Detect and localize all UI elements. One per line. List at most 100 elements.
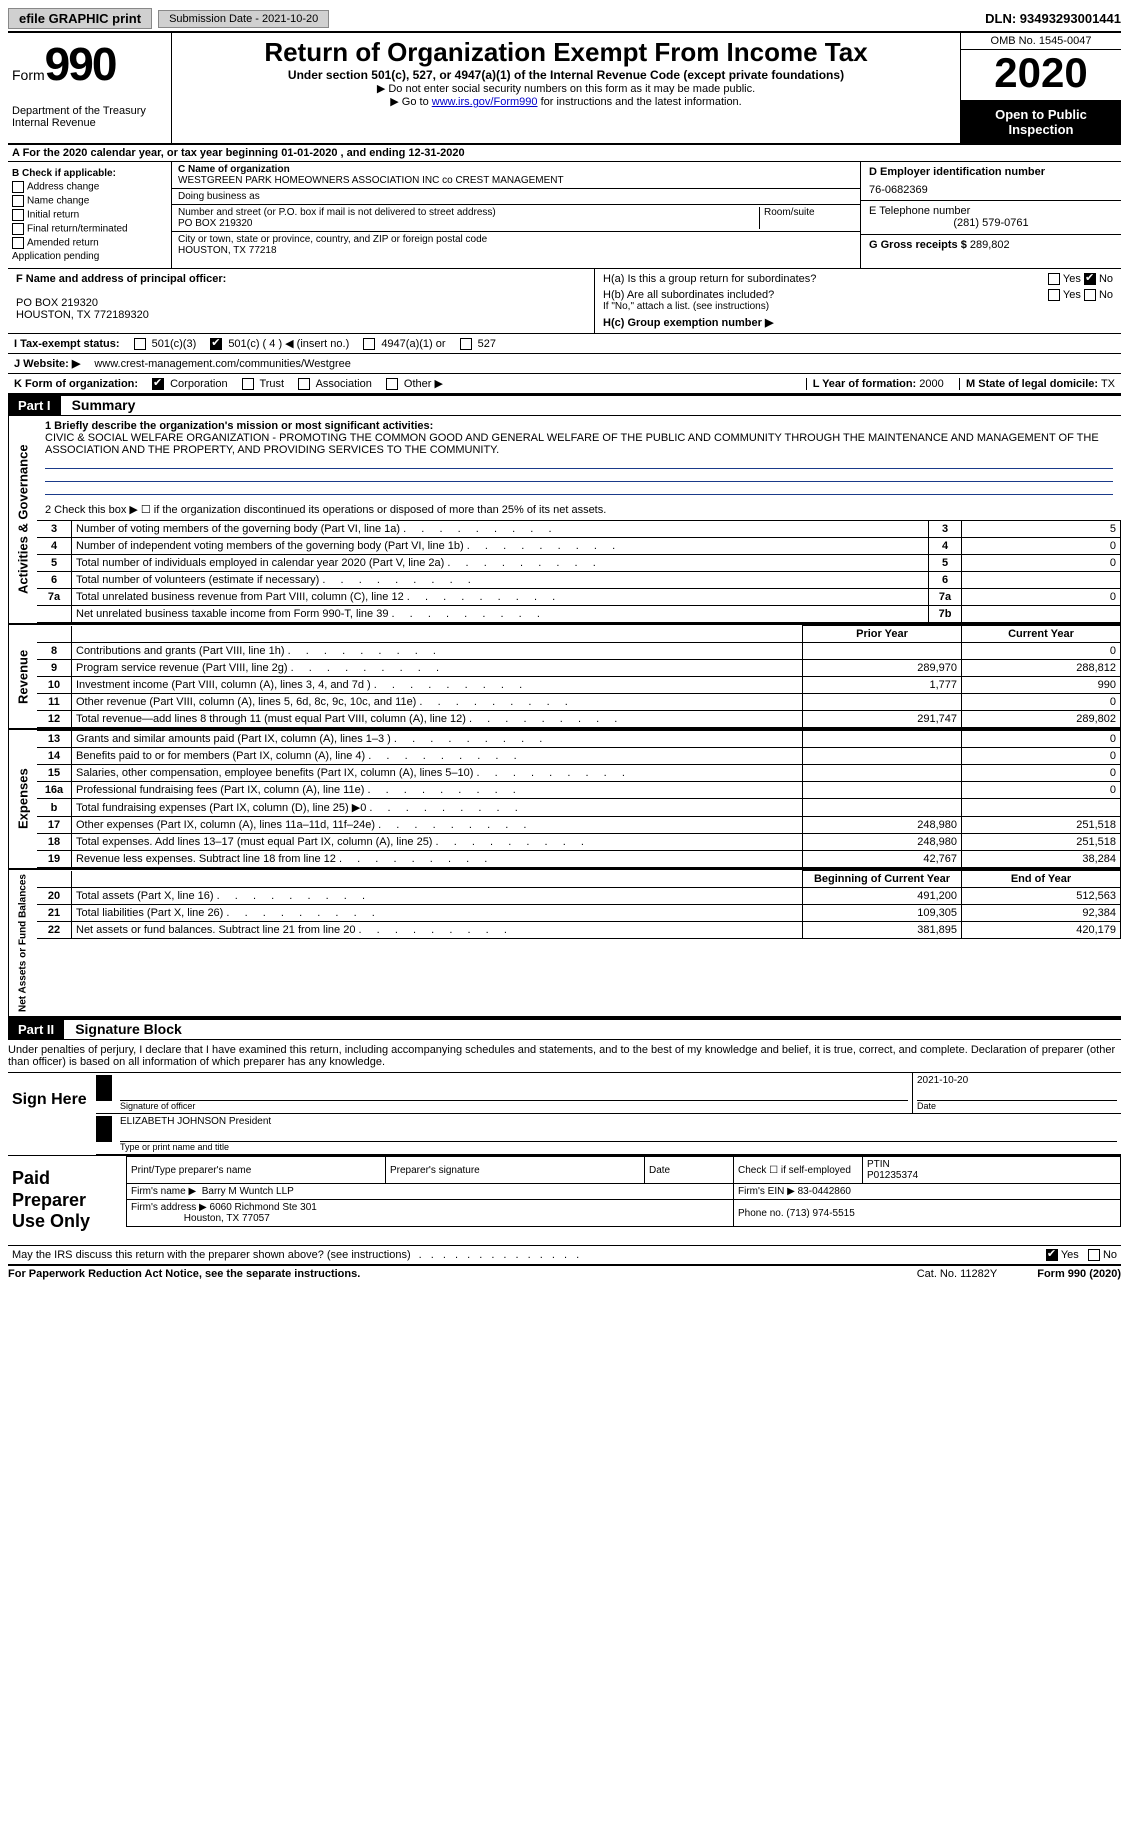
print-name-label: Print/Type preparer's name bbox=[127, 1157, 386, 1184]
line-number: 8 bbox=[37, 643, 72, 660]
line-text: Grants and similar amounts paid (Part IX… bbox=[72, 731, 803, 748]
discuss-no-checkbox[interactable] bbox=[1088, 1249, 1100, 1261]
line-number: 20 bbox=[37, 888, 72, 905]
line-number: 19 bbox=[37, 851, 72, 868]
501c-checkbox[interactable] bbox=[210, 338, 222, 350]
prior-value: 291,747 bbox=[803, 711, 962, 728]
irs-link[interactable]: www.irs.gov/Form990 bbox=[432, 96, 538, 108]
line-number: 14 bbox=[37, 748, 72, 765]
line-number: 4 bbox=[37, 538, 72, 555]
ha-yes-checkbox[interactable] bbox=[1048, 273, 1060, 285]
line2-text: 2 Check this box ▶ ☐ if the organization… bbox=[37, 499, 1121, 520]
part-ii-header: Part II Signature Block bbox=[8, 1018, 1121, 1040]
prior-value: 248,980 bbox=[803, 817, 962, 834]
line-number: 10 bbox=[37, 677, 72, 694]
line-value bbox=[962, 606, 1121, 623]
4947-checkbox[interactable] bbox=[363, 338, 375, 350]
part-i-label: Part I bbox=[8, 396, 61, 415]
state-domicile: TX bbox=[1101, 378, 1115, 390]
firm-phone-value: (713) 974-5515 bbox=[786, 1208, 854, 1219]
line-ref: 7b bbox=[929, 606, 962, 623]
hb-note: If "No," attach a list. (see instruction… bbox=[603, 301, 1113, 312]
current-value: 512,563 bbox=[962, 888, 1121, 905]
paid-preparer-label: Paid Preparer Use Only bbox=[8, 1156, 126, 1245]
netassets-section: Net Assets or Fund Balances Beginning of… bbox=[8, 870, 1121, 1018]
officer-name-label: Type or print name and title bbox=[120, 1141, 1117, 1152]
trust-checkbox[interactable] bbox=[242, 378, 254, 390]
addr-change-checkbox[interactable] bbox=[12, 181, 24, 193]
final-return-checkbox[interactable] bbox=[12, 223, 24, 235]
current-value: 289,802 bbox=[962, 711, 1121, 728]
line-number: 21 bbox=[37, 905, 72, 922]
line-number: 15 bbox=[37, 765, 72, 782]
ha-no-checkbox[interactable] bbox=[1084, 273, 1096, 285]
line-value: 0 bbox=[962, 589, 1121, 606]
line-number: 5 bbox=[37, 555, 72, 572]
prior-value: 1,777 bbox=[803, 677, 962, 694]
line-text: Professional fundraising fees (Part IX, … bbox=[72, 782, 803, 799]
prior-value: 491,200 bbox=[803, 888, 962, 905]
ha-label: H(a) Is this a group return for subordin… bbox=[603, 273, 816, 285]
line-number: b bbox=[37, 799, 72, 817]
prior-value: 248,980 bbox=[803, 834, 962, 851]
line-number: 9 bbox=[37, 660, 72, 677]
corp-checkbox[interactable] bbox=[152, 378, 164, 390]
prior-value: 381,895 bbox=[803, 922, 962, 939]
section-c: C Name of organization WESTGREEN PARK HO… bbox=[172, 162, 860, 268]
penalties-text: Under penalties of perjury, I declare th… bbox=[8, 1040, 1121, 1072]
ptin-value: P01235374 bbox=[867, 1170, 1116, 1181]
line-ref: 6 bbox=[929, 572, 962, 589]
line-text: Total number of volunteers (estimate if … bbox=[72, 572, 929, 589]
other-checkbox[interactable] bbox=[386, 378, 398, 390]
dba-label: Doing business as bbox=[178, 191, 854, 202]
check-self-label: Check ☐ if self-employed bbox=[734, 1157, 863, 1184]
current-value: 92,384 bbox=[962, 905, 1121, 922]
assoc-checkbox[interactable] bbox=[298, 378, 310, 390]
line-value: 5 bbox=[962, 521, 1121, 538]
501c3-checkbox[interactable] bbox=[134, 338, 146, 350]
line-number bbox=[37, 606, 72, 623]
prep-date-label: Date bbox=[645, 1157, 734, 1184]
firm-addr2-value: Houston, TX 77057 bbox=[184, 1213, 270, 1224]
line-number: 11 bbox=[37, 694, 72, 711]
form-id-block: Form990 Department of the Treasury Inter… bbox=[8, 33, 172, 143]
line-value bbox=[962, 572, 1121, 589]
527-checkbox[interactable] bbox=[460, 338, 472, 350]
efile-label: efile GRAPHIC print bbox=[8, 8, 152, 29]
current-value: 990 bbox=[962, 677, 1121, 694]
sig-date-label: Date bbox=[917, 1100, 1117, 1111]
name-change-checkbox[interactable] bbox=[12, 195, 24, 207]
catalog-number: Cat. No. 11282Y bbox=[917, 1268, 998, 1280]
form-prefix: Form bbox=[12, 67, 45, 83]
section-fh: F Name and address of principal officer:… bbox=[8, 269, 1121, 334]
discuss-yes-checkbox[interactable] bbox=[1046, 1249, 1058, 1261]
hb-no-checkbox[interactable] bbox=[1084, 289, 1096, 301]
line-ref: 4 bbox=[929, 538, 962, 555]
current-value: 0 bbox=[962, 731, 1121, 748]
org-name-label: C Name of organization bbox=[178, 164, 854, 175]
officer-addr2: HOUSTON, TX 772189320 bbox=[16, 309, 586, 321]
sig-officer-label: Signature of officer bbox=[120, 1100, 908, 1111]
line-text: Benefits paid to or for members (Part IX… bbox=[72, 748, 803, 765]
line-text: Number of voting members of the governin… bbox=[72, 521, 929, 538]
ein-value: 76-0682369 bbox=[869, 184, 1113, 196]
line-value: 0 bbox=[962, 555, 1121, 572]
section-deg: D Employer identification number 76-0682… bbox=[860, 162, 1121, 268]
hc-label: H(c) Group exemption number ▶ bbox=[603, 317, 773, 329]
phone-value: (281) 579-0761 bbox=[869, 217, 1113, 229]
revenue-tab: Revenue bbox=[8, 625, 37, 728]
line-text: Investment income (Part VIII, column (A)… bbox=[72, 677, 803, 694]
prep-sig-label: Preparer's signature bbox=[386, 1157, 645, 1184]
expenses-section: Expenses 13Grants and similar amounts pa… bbox=[8, 730, 1121, 870]
prior-value bbox=[803, 782, 962, 799]
amended-return-checkbox[interactable] bbox=[12, 237, 24, 249]
ptin-label: PTIN bbox=[867, 1159, 1116, 1170]
entity-info: B Check if applicable: Address change Na… bbox=[8, 162, 1121, 269]
org-city: HOUSTON, TX 77218 bbox=[178, 245, 854, 256]
room-suite-label: Room/suite bbox=[759, 207, 854, 229]
initial-return-checkbox[interactable] bbox=[12, 209, 24, 221]
submission-date: Submission Date - 2021-10-20 bbox=[158, 10, 329, 28]
dln: DLN: 93493293001441 bbox=[985, 11, 1121, 26]
line-number: 7a bbox=[37, 589, 72, 606]
hb-yes-checkbox[interactable] bbox=[1048, 289, 1060, 301]
